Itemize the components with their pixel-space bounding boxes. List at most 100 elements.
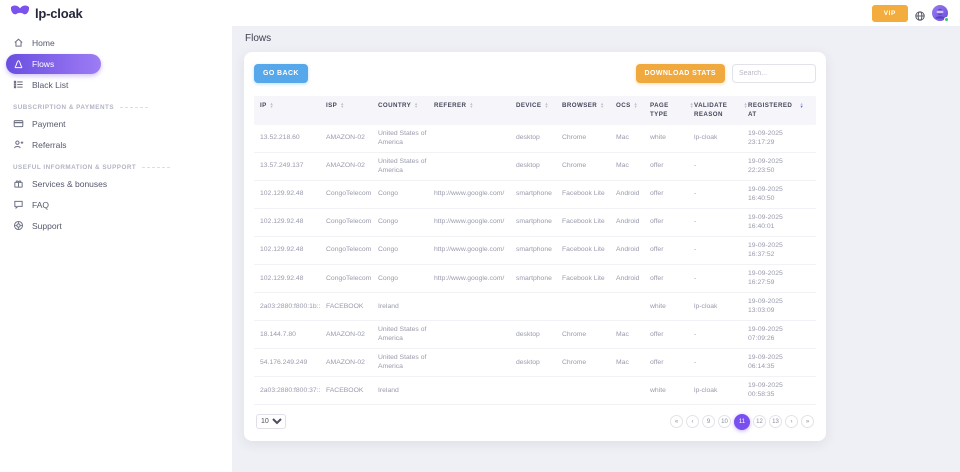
page-size-select[interactable]: 10 [256, 414, 286, 430]
sidebar-item-home[interactable]: Home [0, 33, 232, 53]
table-row[interactable]: 2a03:2880:f800:1b:: FACEBOOK Ireland white l… [254, 293, 816, 321]
column-header-registered-at[interactable]: REGISTERED AT ▲ ▼ [748, 101, 804, 119]
column-header-ip[interactable]: IP ▲ ▼ [260, 101, 275, 110]
sidebar-item-payment[interactable]: Payment [0, 114, 232, 134]
table-row[interactable]: 2a03:2880:f800:37:: FACEBOOK Ireland white l… [254, 377, 816, 405]
table-row[interactable]: 54.176.249.249 AMAZON-02 United States of … [254, 349, 816, 377]
cell-validate-reason: lp-cloak [694, 134, 718, 142]
sort-icon-active[interactable]: ▲ ▼ [799, 101, 804, 110]
cell-ip: 18.144.7.80 [260, 330, 296, 338]
cell-country: Congo [378, 274, 399, 282]
sidebar-item-services-bonuses[interactable]: Services & bonuses [0, 174, 232, 194]
page-button-9[interactable]: 9 [702, 415, 715, 429]
cell-page-type: offer [650, 190, 664, 198]
cell-ip: 102.129.92.48 [260, 246, 304, 254]
gift-icon [13, 178, 24, 191]
sort-icon[interactable]: ▲ ▼ [633, 101, 638, 110]
cell-registered-at: 19-09-2025 22:23:50 [748, 157, 783, 175]
column-header-page-type[interactable]: PAGE TYPE ▲ ▼ [650, 101, 694, 119]
download-stats-button[interactable]: DOWNLOAD STATS [635, 64, 725, 83]
column-header-referer[interactable]: REFERER ▲ ▼ [434, 101, 474, 110]
go-back-button[interactable]: GO BACK [254, 64, 308, 83]
cell-validate-reason: lp-cloak [694, 302, 718, 310]
flows-card: GO BACK DOWNLOAD STATS IP▲▼ ISP▲▼ COUNTR… [244, 52, 826, 441]
cell-browser: Chrome [562, 330, 587, 338]
lifebuoy-icon [13, 220, 24, 233]
language-globe-icon[interactable] [915, 8, 925, 21]
top-bar: lp-cloak VIP [0, 0, 960, 26]
page-button-10[interactable]: 10 [718, 415, 731, 429]
cell-registered-at: 19-09-2025 07:09:26 [748, 325, 783, 343]
app-logo: lp-cloak [10, 4, 83, 22]
table-footer: 10 «‹ 9 10 11 12 13 ›» [254, 405, 816, 432]
cell-isp: CongoTelecom [326, 274, 372, 282]
cell-ip: 13.52.218.60 [260, 134, 300, 142]
page-prev-button[interactable]: ‹ [686, 415, 699, 429]
cell-ocs: Android [616, 274, 640, 282]
table-row[interactable]: 18.144.7.80 AMAZON-02 United States of Ame… [254, 321, 816, 349]
cell-page-type: offer [650, 358, 664, 366]
sort-icon[interactable]: ▲ ▼ [340, 101, 345, 110]
column-header-isp[interactable]: ISP ▲ ▼ [326, 101, 345, 110]
cell-registered-at: 19-09-2025 00:58:35 [748, 381, 783, 399]
sort-icon[interactable]: ▲ ▼ [469, 101, 474, 110]
sort-icon[interactable]: ▲ ▼ [689, 101, 694, 110]
sidebar-item-black-list[interactable]: Black List [0, 75, 232, 95]
section-rule [142, 167, 171, 168]
table-row[interactable]: 102.129.92.48 CongoTelecom Congo http://www… [254, 237, 816, 265]
cell-ip: 102.129.92.48 [260, 218, 304, 226]
page-first-button[interactable]: « [670, 415, 683, 429]
cell-ip: 2a03:2880:f800:37:: [260, 386, 321, 394]
cell-device: smartphone [516, 246, 552, 254]
online-status-dot [944, 17, 949, 22]
user-avatar[interactable] [932, 5, 949, 22]
sort-icon[interactable]: ▲ ▼ [544, 101, 549, 110]
cell-page-type: offer [650, 330, 664, 338]
table-row[interactable]: 102.129.92.48 CongoTelecom Congo http://www… [254, 181, 816, 209]
sidebar-item-label: Black List [32, 80, 69, 90]
cell-country: Ireland [378, 386, 399, 394]
cell-isp: AMAZON-02 [326, 134, 365, 142]
table-row[interactable]: 102.129.92.48 CongoTelecom Congo http://www… [254, 265, 816, 293]
page-button-11[interactable]: 11 [734, 413, 750, 430]
cell-country: Congo [378, 218, 399, 226]
page-next-button[interactable]: › [785, 415, 798, 429]
sidebar-item-label: Services & bonuses [32, 179, 108, 189]
column-header-country[interactable]: COUNTRY ▲ ▼ [378, 101, 419, 110]
table-header: IP ▲ ▼ ISP ▲ ▼ COUNTRY ▲ ▼ REFERER ▲ ▼ DEVICE ▲ ▼ … [254, 96, 816, 125]
cell-device: smartphone [516, 274, 552, 282]
page-last-button[interactable]: » [801, 415, 814, 429]
sort-icon[interactable]: ▲ ▼ [269, 101, 275, 110]
cell-ip: 102.129.92.48 [260, 190, 304, 198]
column-header-validate-reason[interactable]: VALIDATE REASON ▲ ▼ [694, 101, 748, 119]
search-input[interactable] [732, 64, 816, 83]
page-button-12[interactable]: 12 [753, 415, 766, 429]
cell-validate-reason: - [694, 358, 697, 366]
cell-browser: Facebook Lite [562, 246, 605, 254]
cell-ocs: Mac [616, 134, 629, 142]
table-row[interactable]: 13.52.218.60 AMAZON-02 United States of Am… [254, 125, 816, 153]
chat-bubble-icon [13, 199, 24, 212]
sidebar-item-flows[interactable]: Flows [6, 54, 101, 74]
page-button-13[interactable]: 13 [769, 415, 782, 429]
sidebar-item-faq[interactable]: FAQ [0, 195, 232, 215]
column-header-ocs[interactable]: OCS ▲ ▼ [616, 101, 638, 110]
cell-country: United States of America [378, 353, 427, 371]
sidebar-item-referrals[interactable]: Referrals [0, 135, 232, 155]
table-row[interactable]: 102.129.92.48 CongoTelecom Congo http://www… [254, 209, 816, 237]
card-toolbar: GO BACK DOWNLOAD STATS [254, 64, 816, 83]
cell-browser: Facebook Lite [562, 274, 605, 282]
cell-country: United States of America [378, 325, 427, 343]
column-header-device[interactable]: DEVICE ▲ ▼ [516, 101, 549, 110]
sort-icon[interactable]: ▲ ▼ [414, 101, 419, 110]
vip-button[interactable]: VIP [871, 4, 908, 22]
sort-icon[interactable]: ▲ ▼ [600, 101, 605, 110]
flows-icon [13, 58, 24, 71]
sort-icon[interactable]: ▲ ▼ [743, 101, 748, 110]
cell-validate-reason: - [694, 246, 697, 254]
cell-ip: 2a03:2880:f800:1b:: [260, 302, 321, 310]
sidebar-item-support[interactable]: Support [0, 216, 232, 236]
sidebar-item-label: FAQ [32, 200, 50, 210]
table-row[interactable]: 13.57.249.137 AMAZON-02 United States of A… [254, 153, 816, 181]
column-header-browser[interactable]: BROWSER ▲ ▼ [562, 101, 605, 110]
